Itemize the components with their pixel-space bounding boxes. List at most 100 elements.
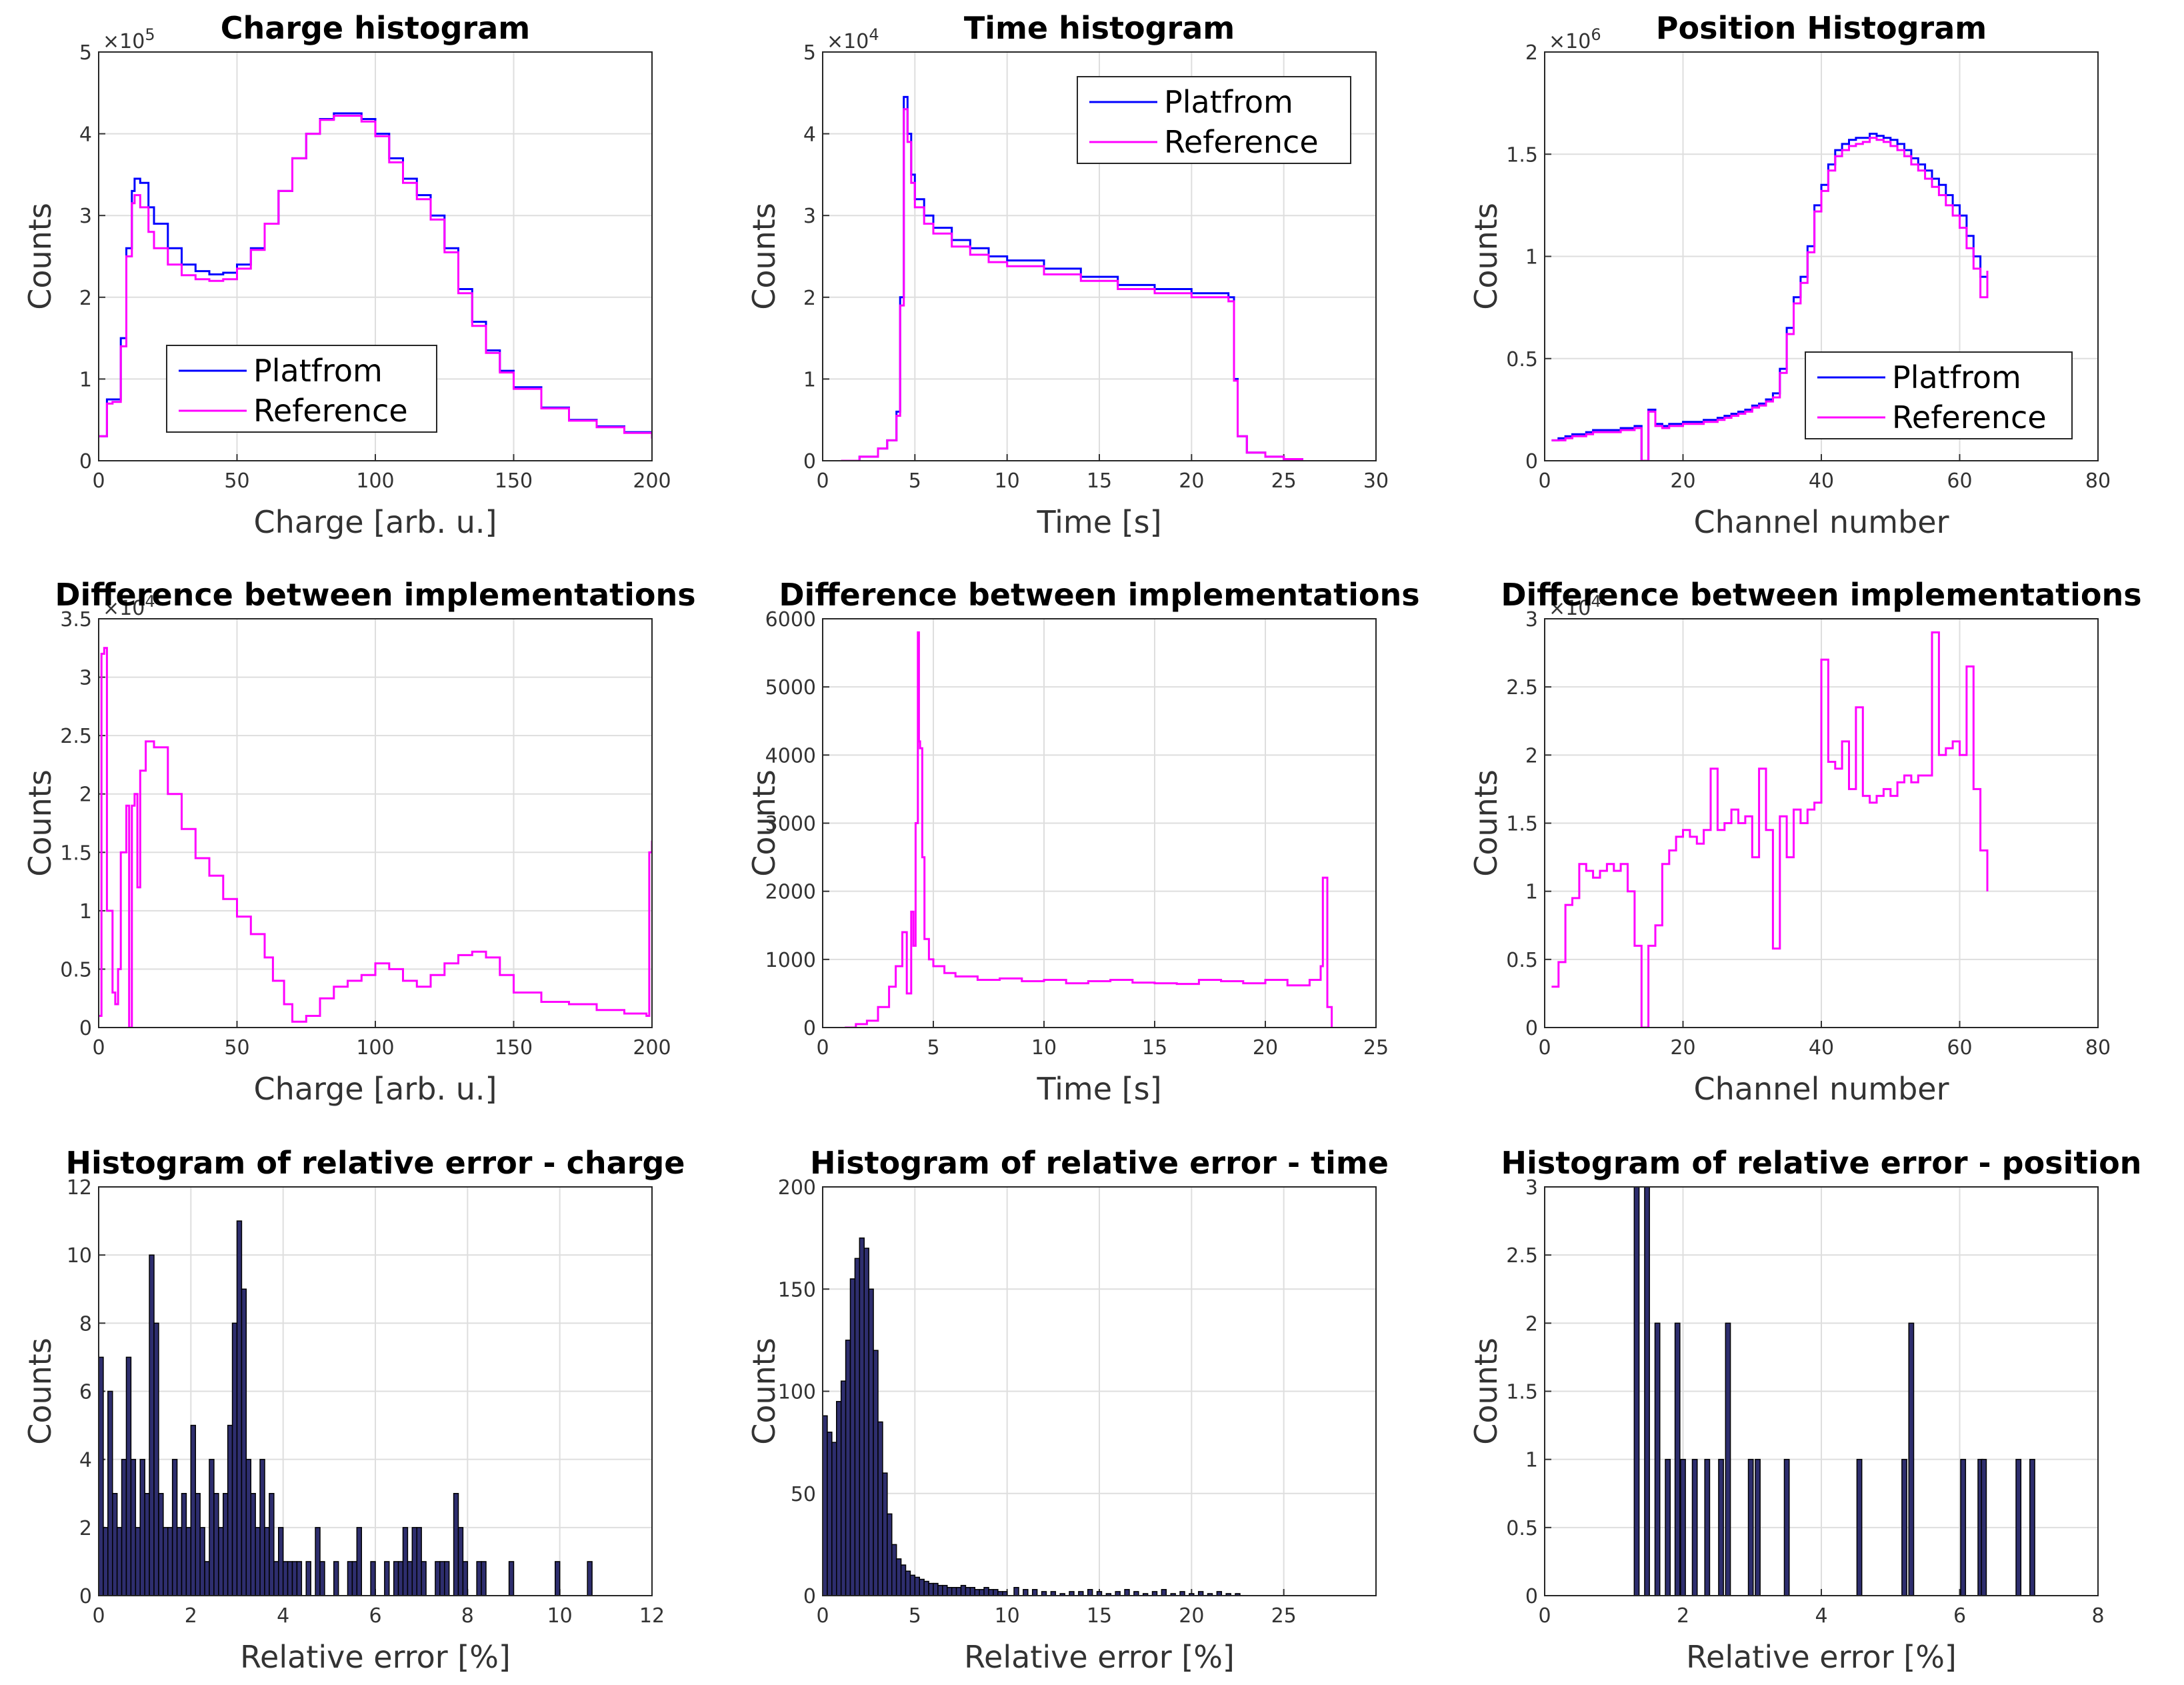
y-tick-label: 0 (803, 1017, 816, 1040)
histogram-bar (241, 1288, 247, 1596)
y-tick-label: 0 (1525, 1585, 1538, 1608)
x-tick-label: 60 (1947, 1036, 1972, 1060)
y-tick-label: 6 (79, 1381, 92, 1404)
y-tick-label: 1 (1525, 1449, 1538, 1472)
legend-box (1805, 351, 2073, 439)
histogram-bar (411, 1527, 417, 1596)
y-exponent-label: ×104 (1549, 592, 1601, 620)
y-tick-label: 2000 (765, 881, 816, 904)
x-axis-label: Relative error [%] (1686, 1639, 1957, 1675)
y-tick-label: 4 (79, 1449, 92, 1472)
x-tick-label: 200 (633, 1036, 671, 1060)
y-tick-label: 5000 (765, 676, 816, 699)
x-tick-label: 0 (92, 1036, 105, 1060)
histogram-bar (508, 1561, 515, 1596)
histogram-bar (1704, 1458, 1711, 1596)
histogram-bar (1207, 1593, 1213, 1596)
x-axis-label: Relative error [%] (240, 1639, 511, 1675)
x-axis-label: Charge [arb. u.] (254, 1071, 497, 1107)
x-tick-label: 40 (1809, 469, 1834, 493)
histogram-bar (227, 1424, 233, 1596)
chart-title: Histogram of relative error - time (810, 1145, 1389, 1181)
histogram-bar (840, 1380, 847, 1596)
histogram-bar (1725, 1322, 1731, 1596)
chart-title: Histogram of relative error - position (1501, 1145, 2142, 1181)
x-tick-label: 10 (995, 469, 1020, 493)
x-tick-label: 50 (224, 1036, 249, 1060)
x-tick-label: 20 (1253, 1036, 1278, 1060)
x-tick-label: 4 (1815, 1604, 1827, 1628)
histogram-bar (218, 1527, 224, 1596)
x-tick-label: 10 (547, 1604, 573, 1628)
histogram-bar (1960, 1458, 1967, 1596)
legend-label-platfrom: Platfrom (1892, 359, 2021, 395)
chart-title: Difference between implementations (1501, 577, 2141, 613)
histogram-bar (149, 1254, 155, 1596)
histogram-bar (993, 1589, 999, 1596)
histogram-bar (130, 1458, 137, 1596)
histogram-bar (905, 1570, 911, 1596)
histogram-bar (1216, 1591, 1223, 1596)
axes-frame (1544, 618, 2099, 1028)
y-tick-label: 1000 (765, 949, 816, 972)
histogram-bar (223, 1493, 229, 1596)
histogram-bar (347, 1561, 353, 1596)
histogram-bar (1105, 1593, 1112, 1596)
y-axis-label: Counts (22, 203, 58, 310)
x-tick-label: 0 (816, 1036, 829, 1060)
series-line-difference (845, 631, 1333, 1028)
histogram-bar (947, 1586, 953, 1596)
x-tick-label: 20 (1670, 1036, 1695, 1060)
y-tick-label: 2.5 (60, 725, 92, 748)
histogram-bar (370, 1561, 376, 1596)
x-tick-label: 25 (1363, 1036, 1389, 1060)
y-tick-label: 4000 (765, 744, 816, 767)
histogram-bar (942, 1584, 948, 1596)
y-tick-label: 3.5 (60, 608, 92, 631)
histogram-bar (988, 1589, 994, 1596)
histogram-bar (195, 1493, 201, 1596)
chart-title: Histogram of relative error - charge (66, 1145, 685, 1181)
axes-frame (98, 1186, 653, 1596)
histogram-bar (1087, 1589, 1093, 1596)
histogram-bar (231, 1322, 238, 1596)
x-tick-label: 100 (356, 469, 394, 493)
y-tick-label: 2 (79, 1517, 92, 1540)
histogram-bar (158, 1493, 164, 1596)
histogram-bar (891, 1544, 897, 1596)
histogram-bar (144, 1493, 150, 1596)
histogram-bar (859, 1237, 865, 1596)
x-axis-label: Channel number (1693, 1071, 1949, 1107)
y-tick-label: 150 (778, 1278, 816, 1302)
histogram-bar (974, 1589, 980, 1596)
chart-title: Difference between implementations (779, 577, 1419, 613)
histogram-bar (1096, 1591, 1103, 1596)
y-axis-label: Counts (22, 1338, 58, 1445)
histogram-bar (1161, 1589, 1167, 1596)
histogram-bar (555, 1561, 561, 1596)
axes-frame (1544, 51, 2099, 461)
axes-frame (98, 51, 653, 461)
histogram-bar (282, 1561, 289, 1596)
histogram-bar (351, 1561, 358, 1596)
histogram-bar (895, 1558, 902, 1596)
y-tick-label: 0 (1525, 1017, 1538, 1040)
series-line-difference (1551, 631, 1989, 1028)
y-tick-label: 4 (803, 123, 816, 147)
series-line-reference (1551, 137, 1989, 461)
x-tick-label: 0 (816, 1604, 829, 1628)
x-tick-label: 8 (2091, 1604, 2104, 1628)
axes-frame (98, 618, 653, 1028)
histogram-bar (269, 1493, 275, 1596)
histogram-bar (1031, 1589, 1038, 1596)
x-tick-label: 60 (1947, 469, 1972, 493)
histogram-bar (845, 1340, 851, 1596)
y-tick-label: 3 (1525, 608, 1538, 631)
histogram-bar (928, 1582, 934, 1596)
legend: Platfrom Reference (166, 345, 437, 433)
x-tick-label: 2 (185, 1604, 197, 1628)
y-tick-label: 1.5 (1506, 813, 1538, 836)
histogram-bar (245, 1458, 252, 1596)
histogram-bar (1041, 1591, 1047, 1596)
